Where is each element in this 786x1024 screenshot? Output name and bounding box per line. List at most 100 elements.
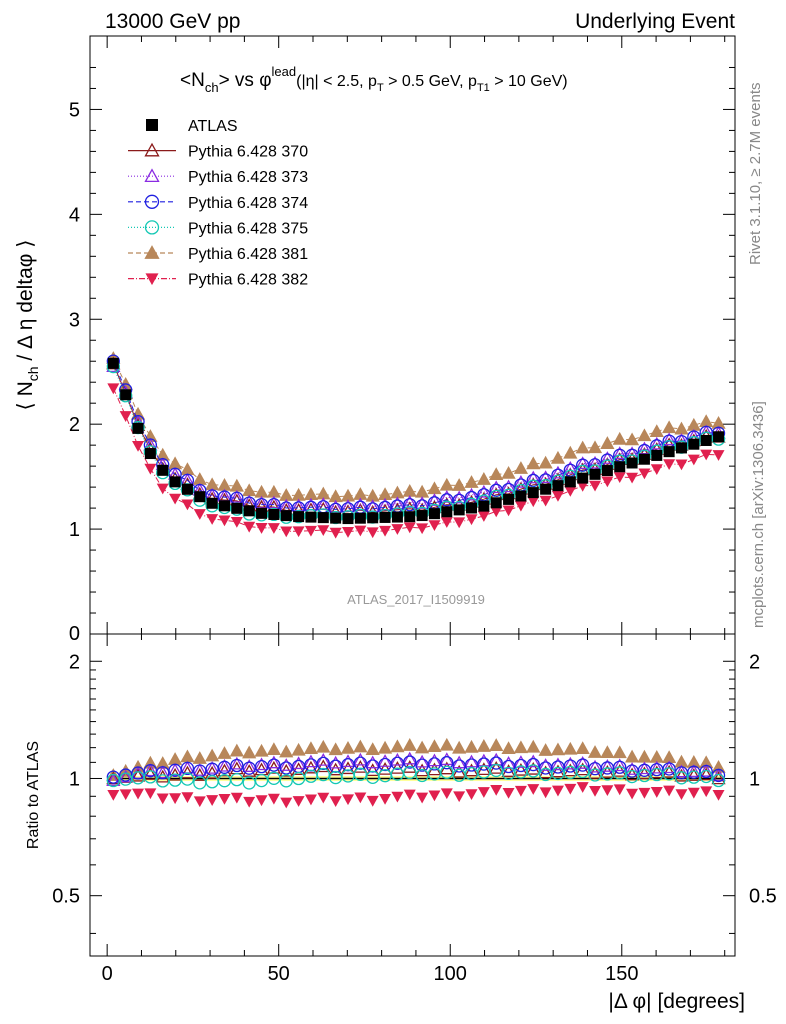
ratio-point — [328, 742, 343, 756]
data-point — [305, 511, 317, 523]
ratio-point — [637, 749, 652, 763]
ratio-point — [539, 787, 552, 799]
data-point — [404, 511, 416, 523]
data-point — [477, 511, 490, 522]
ratio-point — [267, 758, 281, 772]
ratio-point — [452, 755, 467, 769]
data-point — [613, 472, 626, 484]
bottom-y-tick-label: 2 — [69, 651, 80, 673]
ratio-point — [180, 761, 195, 776]
ratio-point — [106, 773, 121, 786]
data-point — [267, 523, 280, 534]
ratio-point — [415, 740, 430, 754]
ratio-point — [538, 758, 553, 771]
ratio-point — [501, 764, 516, 777]
ratio-point — [637, 761, 652, 775]
data-point — [169, 493, 182, 505]
data-point — [342, 513, 354, 525]
data-point — [304, 525, 317, 537]
data-point — [503, 493, 515, 505]
data-point — [243, 505, 255, 517]
ratio-point — [181, 792, 194, 803]
bottom-y-tick-label-right: 1 — [749, 768, 760, 790]
top-y-tick-label: 5 — [69, 99, 80, 121]
ratio-point — [144, 788, 157, 800]
ratio-point — [550, 757, 566, 771]
ratio-point — [440, 765, 454, 779]
data-point — [526, 456, 541, 470]
ratio-point — [390, 752, 405, 766]
ratio-point — [143, 767, 158, 780]
data-point — [687, 454, 700, 466]
ratio-point — [254, 743, 269, 757]
ratio-point — [230, 758, 244, 773]
ratio-point — [402, 751, 417, 765]
ratio-point — [440, 788, 453, 800]
top-y-tick-label: 1 — [69, 519, 80, 541]
data-point — [550, 465, 566, 479]
ratio-point — [699, 764, 713, 779]
data-point — [354, 512, 366, 524]
data-point — [527, 496, 540, 508]
data-point — [650, 464, 663, 476]
ratio-point — [329, 796, 342, 808]
data-point — [132, 422, 144, 434]
data-point — [550, 450, 566, 464]
ratio-point — [131, 766, 145, 780]
ratio-point — [662, 762, 676, 776]
ratio-point — [526, 757, 540, 772]
data-point — [662, 432, 677, 446]
ratio-point — [328, 759, 343, 773]
ratio-point — [624, 762, 640, 775]
legend-marker — [144, 220, 160, 235]
ratio-point — [317, 792, 330, 804]
ratio-point — [107, 789, 120, 801]
ratio-point — [353, 752, 368, 766]
ratio-point — [291, 771, 306, 786]
ratio-point — [563, 763, 578, 777]
data-point — [527, 487, 539, 499]
ratio-point — [342, 794, 354, 806]
ratio-point — [587, 765, 603, 779]
data-point — [120, 389, 132, 401]
ratio-point — [564, 783, 577, 795]
ratio-point — [316, 739, 331, 753]
ratio-point — [206, 795, 219, 806]
ratio-point — [502, 787, 515, 799]
series-atlas — [107, 357, 725, 525]
data-point — [587, 455, 603, 469]
ratio-point — [353, 760, 368, 773]
data-point — [589, 468, 601, 480]
ratio-point — [699, 767, 714, 781]
ratio-point — [402, 738, 417, 751]
data-point — [638, 453, 650, 465]
data-point — [144, 463, 157, 475]
ratio-point — [612, 758, 627, 772]
ratio-point — [686, 755, 701, 768]
ratio-point — [266, 742, 281, 755]
ratio-point — [428, 790, 441, 802]
ratio-point — [328, 755, 343, 769]
ratio-point — [589, 785, 602, 797]
data-point — [675, 442, 687, 454]
legend-entry-label: Pythia 6.428 375 — [188, 220, 308, 237]
data-point — [526, 470, 541, 484]
ratio-point — [513, 740, 529, 754]
data-point — [354, 525, 367, 537]
data-point — [501, 479, 516, 493]
data-point — [193, 509, 206, 520]
data-point — [132, 441, 145, 452]
data-point — [329, 527, 342, 539]
ratio-point — [575, 756, 590, 769]
ratio-point — [538, 743, 553, 756]
ratio-point — [155, 756, 170, 769]
ratio-point — [169, 793, 182, 805]
ratio-point — [243, 796, 256, 808]
data-point — [403, 522, 416, 534]
data-point — [564, 485, 577, 497]
top-y-tick-label: 2 — [69, 414, 80, 436]
data-point — [267, 507, 281, 522]
analysis-watermark: ATLAS_2017_I1509919 — [347, 592, 485, 607]
data-point — [402, 483, 417, 497]
data-point — [427, 481, 442, 495]
